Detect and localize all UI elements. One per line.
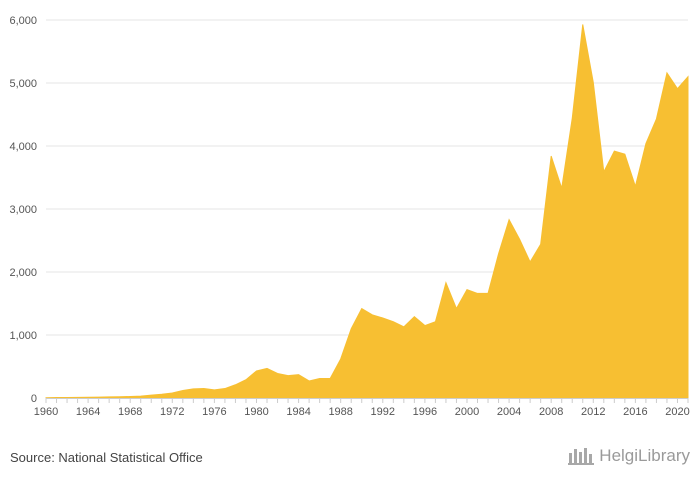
x-axis-labels: 1960 1964 1968 1972 1976 1980 1984 1988 1992 1996…	[34, 406, 690, 418]
y-axis-labels: 0 1,000 2,000 3,000 4,000 5,000 6,000	[9, 15, 37, 405]
y-tick-label: 5,000	[9, 78, 37, 90]
x-tick-label: 1964	[76, 406, 100, 418]
x-tick-label: 1960	[34, 406, 58, 418]
area-series-0	[45, 24, 689, 399]
x-tick-label: 1976	[202, 406, 226, 418]
x-tick-label: 1980	[244, 406, 268, 418]
x-tick-label: 1972	[160, 406, 184, 418]
x-tick-label: 1992	[371, 406, 395, 418]
axes	[45, 398, 689, 403]
source-note: Source: National Statistical Office	[10, 450, 203, 465]
x-tick-label: 2000	[455, 406, 479, 418]
x-tick-label: 1968	[118, 406, 142, 418]
x-tick-label: 1988	[328, 406, 352, 418]
y-tick-label: 2,000	[9, 267, 37, 279]
y-tick-label: 3,000	[9, 204, 37, 216]
x-tick-label: 2008	[539, 406, 563, 418]
y-tick-label: 1,000	[9, 330, 37, 342]
y-tick-label: 4,000	[9, 141, 37, 153]
x-tick-label: 1984	[286, 406, 310, 418]
y-tick-label: 0	[31, 393, 37, 405]
x-tick-label: 2016	[623, 406, 647, 418]
brand-name: HelgiLibrary	[599, 446, 690, 465]
x-tick-label: 2020	[665, 406, 689, 418]
x-tick-label: 2012	[581, 406, 605, 418]
x-tick-label: 2004	[497, 406, 521, 418]
x-tick-label: 1996	[413, 406, 437, 418]
series-group	[45, 24, 689, 399]
brand-logo[interactable]: HelgiLibrary	[568, 446, 690, 466]
library-logo-icon	[568, 448, 595, 465]
y-tick-label: 6,000	[9, 15, 37, 27]
